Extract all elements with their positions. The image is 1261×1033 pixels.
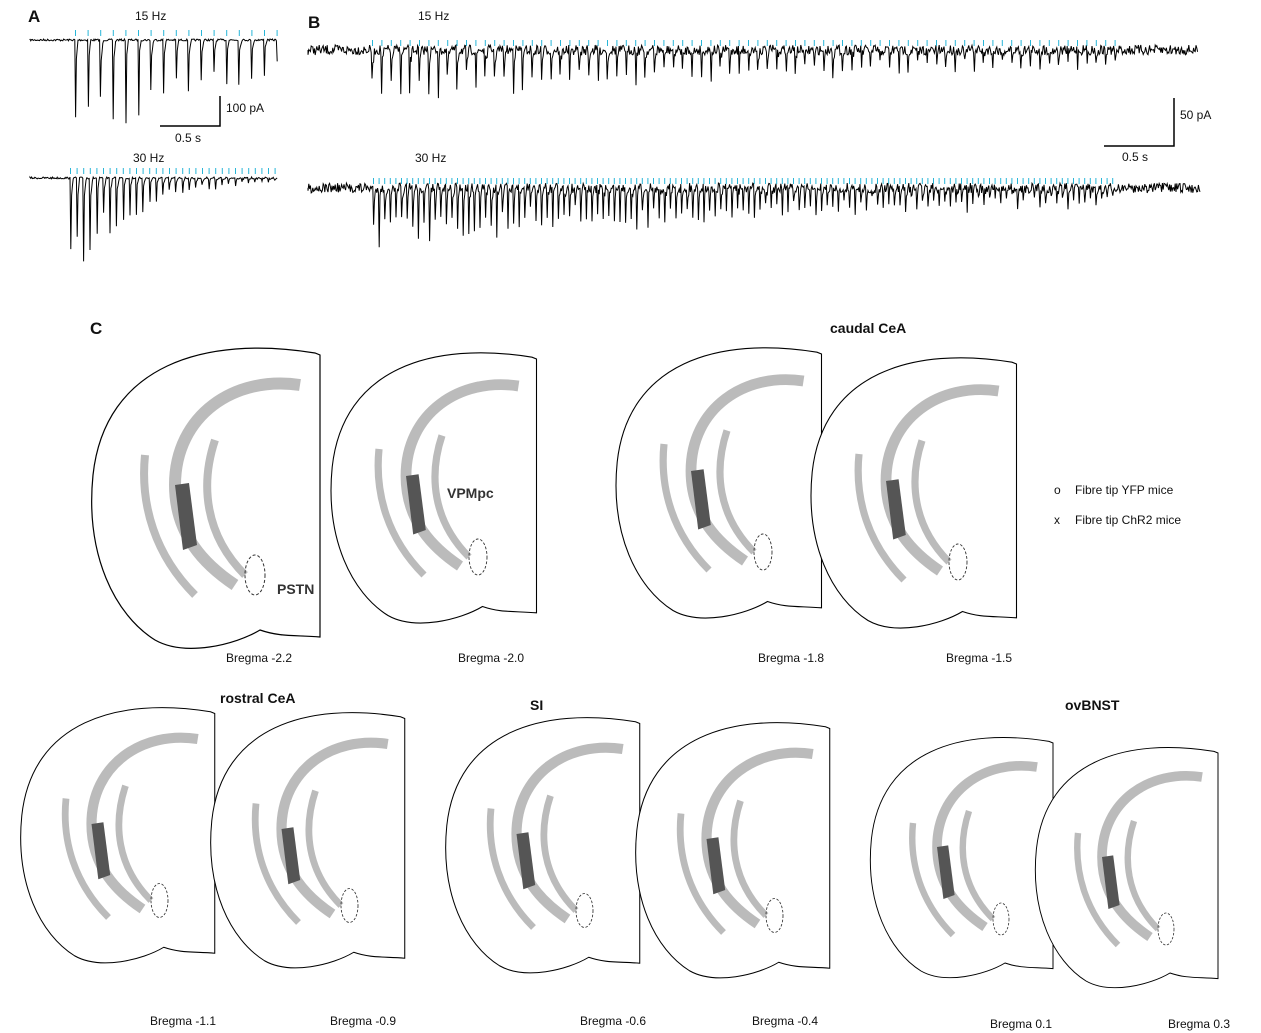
panel-label: B: [308, 13, 320, 32]
figure: A 15 Hz 30 Hz 100 pA 0.5 s B 15 Hz 30 Hz…: [0, 0, 1261, 1033]
section-label: Bregma -2.0: [458, 651, 524, 665]
scale-label: 100 pA: [226, 101, 264, 115]
frequency: 30 Hz: [133, 151, 164, 165]
scale-label: 50 pA: [1180, 108, 1211, 122]
brain-section: [811, 358, 1016, 628]
brain-sections: [21, 348, 1218, 988]
brain-section: [446, 718, 640, 973]
brain-section: [616, 348, 821, 618]
legend-label: Fibre tip ChR2 mice: [1075, 513, 1181, 527]
trace: [308, 183, 1200, 247]
frequency: 15 Hz: [135, 9, 166, 23]
brain-section: [1035, 748, 1218, 988]
brain-section: [92, 348, 320, 648]
frequency: 30 Hz: [415, 151, 446, 165]
region-label: PSTN: [277, 581, 314, 597]
group-title: ovBNST: [1065, 697, 1120, 713]
panel-label: A: [28, 7, 40, 26]
section-label: Bregma 0.1: [990, 1017, 1052, 1031]
legend-label: Fibre tip YFP mice: [1075, 483, 1174, 497]
brain-section: [331, 353, 536, 623]
brain-section: [870, 738, 1053, 978]
section-label: Bregma 0.3: [1168, 1017, 1230, 1031]
section-label: Bregma -0.9: [330, 1014, 396, 1028]
panel-label: C: [90, 319, 102, 338]
region-label: VPMpc: [447, 485, 494, 501]
brain-section: [21, 708, 215, 963]
section-label: Bregma -2.2: [226, 651, 292, 665]
group-title: SI: [530, 697, 543, 713]
group-title: rostral CeA: [220, 690, 295, 706]
scale-label: 0.5 s: [175, 131, 201, 145]
legend-symbol: x: [1054, 513, 1060, 527]
legend-symbol: o: [1054, 483, 1061, 497]
section-label: Bregma -1.8: [758, 651, 824, 665]
trace: [30, 177, 277, 261]
brain-section: [636, 723, 830, 978]
brain-section: [211, 713, 405, 968]
scale-bar: [160, 96, 1174, 146]
section-label: Bregma -1.5: [946, 651, 1012, 665]
traces: [30, 33, 1200, 261]
section-label: Bregma -0.4: [752, 1014, 818, 1028]
scale-label: 0.5 s: [1122, 150, 1148, 164]
frequency: 15 Hz: [418, 9, 449, 23]
section-label: Bregma -1.1: [150, 1014, 216, 1028]
trace: [308, 45, 1198, 98]
section-label: Bregma -0.6: [580, 1014, 646, 1028]
group-title: caudal CeA: [830, 320, 906, 336]
